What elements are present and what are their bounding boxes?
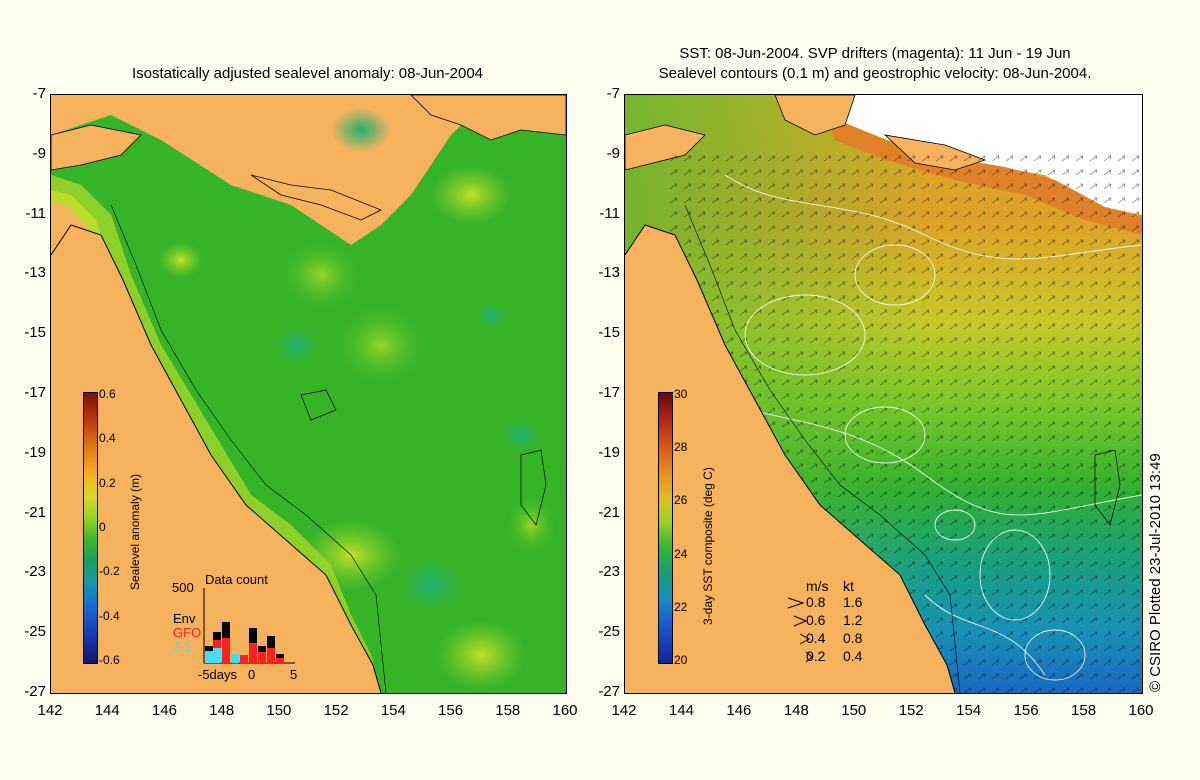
left-y-tick--13: -13 xyxy=(24,264,46,282)
left-y-tick--27: -27 xyxy=(24,683,46,700)
left-x-tick-152: 152 xyxy=(323,702,349,719)
sealevel-colorbar xyxy=(83,392,98,664)
right-x-tick-158: 158 xyxy=(1071,702,1097,719)
right-x-tick-142: 142 xyxy=(611,702,637,719)
left-y-tick--25: -25 xyxy=(24,623,46,641)
left-x-tick-150: 150 xyxy=(266,702,292,719)
left-x-tick-146: 146 xyxy=(151,702,177,719)
velocity-legend-ms: 0.4 xyxy=(806,630,826,646)
velocity-arrow-icon xyxy=(787,597,804,609)
left-y-tick--21: -21 xyxy=(24,503,46,521)
velocity-legend-ms: 0.8 xyxy=(806,594,826,610)
data-count-max-label: 500 xyxy=(172,580,194,595)
right-x-tick-160: 160 xyxy=(1128,702,1154,719)
right-y-tick--19: -19 xyxy=(598,443,620,461)
sst-colorbar xyxy=(658,392,673,664)
velocity-legend-kt: 0.4 xyxy=(843,648,863,664)
data-count-xlabel-start: -5days xyxy=(198,667,238,682)
colorbar-tick: -0.4 xyxy=(99,608,120,623)
right-map-title-line2: Sealevel contours (0.1 m) and geostrophi… xyxy=(658,65,1092,82)
colorbar-tick: 26 xyxy=(674,493,688,508)
velocity-arrow-icon xyxy=(799,633,810,645)
sst-colorbar-label: 3-day SST composite (deg C) xyxy=(701,467,715,625)
sealevel-colorbar-label: Sealevel anomaly (m) xyxy=(128,473,142,590)
plot-credit: © CSIRO Plotted 23-Jul-2010 13:49 xyxy=(1147,453,1164,692)
right-x-tick-156: 156 xyxy=(1013,702,1039,719)
left-map-title: Isostatically adjusted sealevel anomaly:… xyxy=(131,65,484,82)
sealevel-anomaly-map xyxy=(50,94,567,694)
colorbar-tick: 20 xyxy=(674,653,688,667)
left-x-tick-154: 154 xyxy=(380,702,406,719)
velocity-arrow-icon xyxy=(805,651,813,663)
colorbar-tick: 0.6 xyxy=(99,387,116,401)
right-y-tick--23: -23 xyxy=(598,563,620,581)
colorbar-tick: -0.6 xyxy=(99,653,120,667)
data-count-title: Data count xyxy=(205,572,268,587)
data-count-xlabel-zero: 0 xyxy=(248,667,256,682)
colorbar-tick: 30 xyxy=(674,387,688,401)
velocity-legend-header-ms: m/s xyxy=(806,578,829,594)
right-y-tick--9: -9 xyxy=(606,144,620,162)
data-count-histogram xyxy=(203,588,295,664)
velocity-legend-kt: 1.6 xyxy=(843,594,863,610)
right-y-tick--15: -15 xyxy=(598,324,620,342)
legend-gfo: GFO xyxy=(173,625,202,640)
velocity-legend-ms: 0.2 xyxy=(806,648,826,664)
left-x-tick-148: 148 xyxy=(209,702,235,719)
right-y-tick--11: -11 xyxy=(599,204,620,222)
left-y-tick--7: -7 xyxy=(32,85,46,102)
data-count-xlabel-end: 5 xyxy=(290,667,298,682)
colorbar-tick: -0.2 xyxy=(99,564,120,579)
left-y-tick--23: -23 xyxy=(24,563,46,581)
colorbar-tick: 22 xyxy=(674,599,688,614)
legend-j1: J-1 xyxy=(173,639,192,654)
right-map-title-line1: SST: 08-Jun-2004. SVP drifters (magenta)… xyxy=(679,45,1071,62)
sst-map xyxy=(624,94,1143,694)
left-y-tick--15: -15 xyxy=(24,324,46,342)
right-y-tick--27: -27 xyxy=(598,683,620,700)
right-x-tick-146: 146 xyxy=(726,702,752,719)
left-y-tick--9: -9 xyxy=(32,144,46,162)
velocity-legend-kt: 0.8 xyxy=(843,630,863,646)
left-x-tick-160: 160 xyxy=(552,702,578,719)
right-x-tick-152: 152 xyxy=(898,702,924,719)
velocity-legend-header-kt: kt xyxy=(843,578,854,594)
velocity-arrow-icon xyxy=(793,615,807,627)
left-y-tick--17: -17 xyxy=(24,384,46,401)
right-y-tick--25: -25 xyxy=(598,623,620,641)
velocity-legend-kt: 1.2 xyxy=(843,612,863,628)
right-x-tick-148: 148 xyxy=(783,702,809,719)
right-y-tick--21: -21 xyxy=(598,503,620,521)
left-y-tick--19: -19 xyxy=(24,443,46,461)
colorbar-tick: 0.4 xyxy=(99,431,116,446)
colorbar-tick: 0.2 xyxy=(99,475,116,490)
right-x-tick-154: 154 xyxy=(956,702,982,719)
right-y-tick--7: -7 xyxy=(606,85,620,102)
velocity-legend-ms: 0.6 xyxy=(806,612,826,628)
colorbar-tick: 28 xyxy=(674,440,688,455)
right-y-tick--13: -13 xyxy=(598,264,620,282)
left-x-tick-156: 156 xyxy=(438,702,464,719)
right-y-tick--17: -17 xyxy=(598,384,620,401)
left-y-tick--11: -11 xyxy=(25,204,46,222)
left-x-tick-144: 144 xyxy=(94,702,120,719)
left-x-tick-158: 158 xyxy=(495,702,521,719)
legend-env: Env xyxy=(173,611,196,626)
right-x-tick-150: 150 xyxy=(841,702,867,719)
colorbar-tick: 24 xyxy=(674,546,688,561)
colorbar-tick: 0 xyxy=(99,520,106,534)
left-x-tick-142: 142 xyxy=(37,702,63,719)
right-x-tick-144: 144 xyxy=(668,702,694,719)
